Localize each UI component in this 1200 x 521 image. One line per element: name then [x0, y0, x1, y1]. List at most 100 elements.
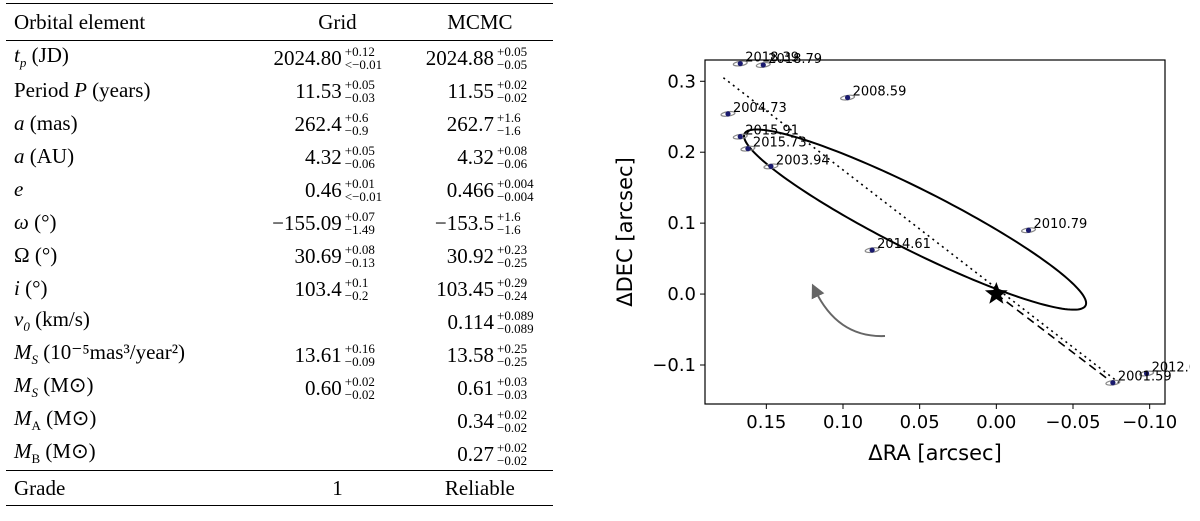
element-label: MS (10⁻⁵mas³/year²) — [14, 340, 186, 368]
element-label: Ω (°) — [14, 243, 58, 267]
grid-value: 13.61 +0.16 −0.09 — [294, 341, 375, 370]
x-tick-label: 0.15 — [746, 412, 786, 433]
point-label: 2015.91 — [745, 124, 799, 139]
grid-value: 103.4 +0.1 −0.2 — [294, 275, 369, 304]
table-row: i (°) 103.4 +0.1 −0.2 103.45 +0.29 −0.24 — [6, 272, 553, 305]
grid-value: 30.69 +0.08 −0.13 — [294, 242, 375, 271]
y-axis-label: ΔDEC [arcsec] — [613, 157, 637, 307]
point-label: 2015.73 — [753, 136, 807, 151]
point-label: 2010.79 — [1034, 217, 1088, 232]
element-label: tp (JD) — [14, 43, 69, 71]
observation-point — [768, 163, 774, 169]
observation-point — [725, 111, 731, 117]
observation-point — [1110, 380, 1116, 386]
mcmc-value: 30.92 +0.23 −0.25 — [446, 242, 528, 271]
element-label: e — [14, 177, 24, 201]
element-label: MA (M⊙) — [14, 406, 97, 434]
grid-value: 4.32 +0.05 −0.06 — [305, 143, 375, 172]
x-axis-label: ΔRA [arcsec] — [868, 441, 1002, 465]
header-grid: Grid — [218, 3, 391, 41]
mcmc-value: 0.34 +0.02 −0.02 — [457, 407, 528, 436]
element-label: Period P (years) — [14, 78, 151, 102]
mcmc-value: 4.32 +0.08 −0.06 — [457, 143, 528, 172]
point-label: 2012.65 — [1152, 361, 1190, 376]
grid-value: 0.46 +0.01 <−0.01 — [305, 176, 383, 205]
element-label: v0 (km/s) — [14, 307, 90, 335]
mcmc-value: 0.466 +0.004 −0.004 — [446, 176, 534, 205]
table-row: Ω (°) 30.69 +0.08 −0.13 30.92 +0.23 −0.25 — [6, 239, 553, 272]
element-label: a (mas) — [14, 111, 78, 135]
table-row: a (mas) 262.4 +0.6 −0.9 262.7 +1.6 −1.6 — [6, 107, 553, 140]
mcmc-value: 0.27 +0.02 −0.02 — [457, 440, 528, 469]
grid-value — [218, 437, 391, 471]
point-label: 2018.79 — [768, 52, 822, 67]
y-tick-label: 0.2 — [667, 142, 696, 163]
point-label: 2003.94 — [776, 153, 830, 168]
observation-point — [737, 60, 743, 67]
y-tick-label: 0.1 — [667, 213, 696, 234]
x-tick-label: −0.05 — [1045, 412, 1100, 433]
table-row: MS (10⁻⁵mas³/year²) 13.61 +0.16 −0.09 13.58 +… — [6, 338, 553, 371]
grid-value: 2024.80 +0.12 <−0.01 — [273, 44, 383, 73]
observation-point — [1025, 227, 1032, 233]
table-row: a (AU) 4.32 +0.05 −0.06 4.32 +0.08 −0.06 — [6, 140, 553, 173]
grade-label: Grade — [6, 470, 219, 506]
orbit-ellipse — [743, 128, 1088, 311]
element-label: ω (°) — [14, 210, 57, 234]
grade-grid: 1 — [218, 470, 391, 506]
observation-point — [760, 62, 766, 68]
table-row: v0 (km/s) 0.114 +0.089 −0.089 — [6, 305, 553, 338]
periastron-line — [995, 293, 1111, 382]
table-row: MA (M⊙) 0.34 +0.02 −0.02 — [6, 404, 553, 437]
table-row: e 0.46 +0.01 <−0.01 0.466 +0.004 −0.004 — [6, 173, 553, 206]
header-mcmc: MCMC — [390, 3, 553, 41]
orbit-plot: 0.15 0.10 0.05 0.00 −0.05 −0.10 −0.1 0.0 0.1 0.2 0… — [613, 51, 1190, 465]
point-label: 2004.73 — [733, 101, 787, 116]
grid-value — [218, 305, 391, 338]
table-header-row: Orbital element Grid MCMC — [6, 3, 553, 41]
table-row: MB (M⊙) 0.27 +0.02 −0.02 — [6, 437, 553, 471]
grid-value — [218, 404, 391, 437]
primary-star-icon — [984, 282, 1008, 304]
x-tick-label: −0.10 — [1122, 412, 1177, 433]
grid-value: 0.60 +0.02 −0.02 — [305, 374, 375, 403]
element-label: a (AU) — [14, 144, 75, 168]
table-row: ω (°) −155.09 +0.07 −1.49 −153.5 +1.6 −1.6 — [6, 206, 553, 239]
grade-mcmc: Reliable — [390, 470, 553, 506]
observation-point — [845, 94, 851, 101]
element-label: MB (M⊙) — [14, 439, 96, 467]
element-label: i (°) — [14, 276, 48, 300]
observation-point — [869, 247, 875, 253]
table-row: Period P (years) 11.53 +0.05 −0.03 11.55 +0.0… — [6, 74, 553, 107]
mcmc-value: 0.114 +0.089 −0.089 — [447, 308, 534, 337]
x-tick-label: 0.05 — [900, 412, 940, 433]
observation-point — [737, 134, 743, 140]
mcmc-value: 262.7 +1.6 −1.6 — [446, 110, 521, 139]
mcmc-value: 0.61 +0.03 −0.03 — [457, 374, 528, 403]
mcmc-value: −153.5 +1.6 −1.6 — [434, 209, 521, 238]
mcmc-value: 2024.88 +0.05 −0.05 — [425, 44, 528, 73]
x-tick-label: 0.00 — [976, 412, 1016, 433]
header-orbital-element: Orbital element — [6, 3, 219, 41]
point-label: 2001.59 — [1118, 370, 1172, 385]
y-tick-label: −0.1 — [652, 355, 696, 376]
mcmc-value: 103.45 +0.29 −0.24 — [436, 275, 528, 304]
observation-point — [745, 146, 751, 152]
point-label: 2018.39 — [745, 51, 799, 66]
motion-direction-arrow — [811, 283, 886, 338]
plot-frame — [704, 59, 1166, 405]
table-row: MS (M⊙) 0.60 +0.02 −0.02 0.61 +0.03 −0.03 — [6, 371, 553, 404]
element-label: MS (M⊙) — [14, 373, 94, 401]
point-label: 2008.59 — [853, 85, 907, 100]
orbital-elements-table: Orbital element Grid MCMC tp (JD) 2024.80… — [6, 3, 553, 506]
grid-value: 11.53 +0.05 −0.03 — [295, 77, 375, 106]
plot-area — [720, 60, 1155, 386]
grid-value: −155.09 +0.07 −1.49 — [272, 209, 375, 238]
mcmc-value: 13.58 +0.25 −0.25 — [446, 341, 528, 370]
y-tick-label: 0.3 — [667, 71, 696, 92]
grid-value: 262.4 +0.6 −0.9 — [294, 110, 369, 139]
grade-row: Grade 1 Reliable — [6, 470, 553, 506]
point-label: 2014.61 — [877, 237, 931, 252]
y-tick-label: 0.0 — [667, 284, 696, 305]
table-row: tp (JD) 2024.80 +0.12 <−0.01 2024.88 +0.05 −0.… — [6, 41, 553, 75]
